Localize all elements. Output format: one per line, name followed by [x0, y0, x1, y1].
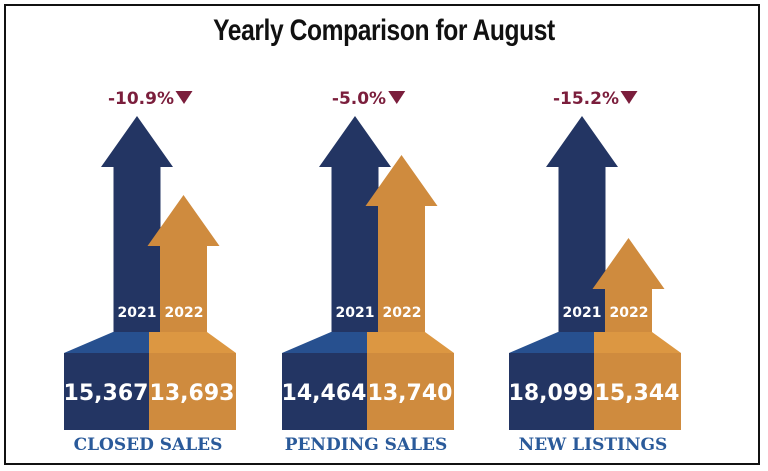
year-label-2021: 2021: [336, 305, 375, 321]
arrow-2021: [101, 116, 173, 332]
percent-change: -5.0%: [332, 89, 386, 109]
value-2022: 13,693: [150, 381, 235, 406]
value-box-2022: [594, 353, 681, 430]
arrow-2022: [592, 238, 665, 332]
year-label-2021: 2021: [118, 305, 157, 321]
year-label-2022: 2022: [610, 305, 649, 321]
year-label-2022: 2022: [383, 305, 422, 321]
value-box-2022: [367, 353, 454, 430]
value-box-2021: [509, 353, 594, 430]
value-2021: 15,367: [64, 381, 149, 406]
value-2021: 14,464: [282, 381, 367, 406]
chart-title: Yearly Comparison for August: [213, 14, 555, 47]
base-top-2022: [594, 332, 681, 353]
year-label-2021: 2021: [563, 305, 602, 321]
arrow-2021: [546, 116, 618, 332]
down-triangle-icon: [175, 91, 193, 104]
value-2022: 13,740: [368, 381, 453, 406]
value-box-2021: [64, 353, 149, 430]
percent-change: -10.9%: [108, 89, 174, 109]
value-box-2022: [149, 353, 236, 430]
arrow-2022: [365, 155, 438, 332]
category-label: CLOSED SALES: [74, 435, 223, 455]
base-top-2021: [64, 332, 149, 353]
base-top-2022: [367, 332, 454, 353]
category-label: PENDING SALES: [285, 435, 448, 455]
value-2021: 18,099: [509, 381, 594, 406]
category-label: NEW LISTINGS: [519, 435, 668, 455]
arrow-2021: [319, 116, 391, 332]
value-2022: 15,344: [595, 381, 680, 406]
year-label-2022: 2022: [165, 305, 204, 321]
chart-frame: [4, 4, 760, 465]
value-box-2021: [282, 353, 367, 430]
down-triangle-icon: [388, 91, 406, 104]
base-top-2022: [149, 332, 236, 353]
base-top-2021: [282, 332, 367, 353]
percent-change: -15.2%: [553, 89, 619, 109]
base-top-2021: [509, 332, 594, 353]
arrow-2022: [147, 195, 220, 332]
down-triangle-icon: [620, 91, 638, 104]
